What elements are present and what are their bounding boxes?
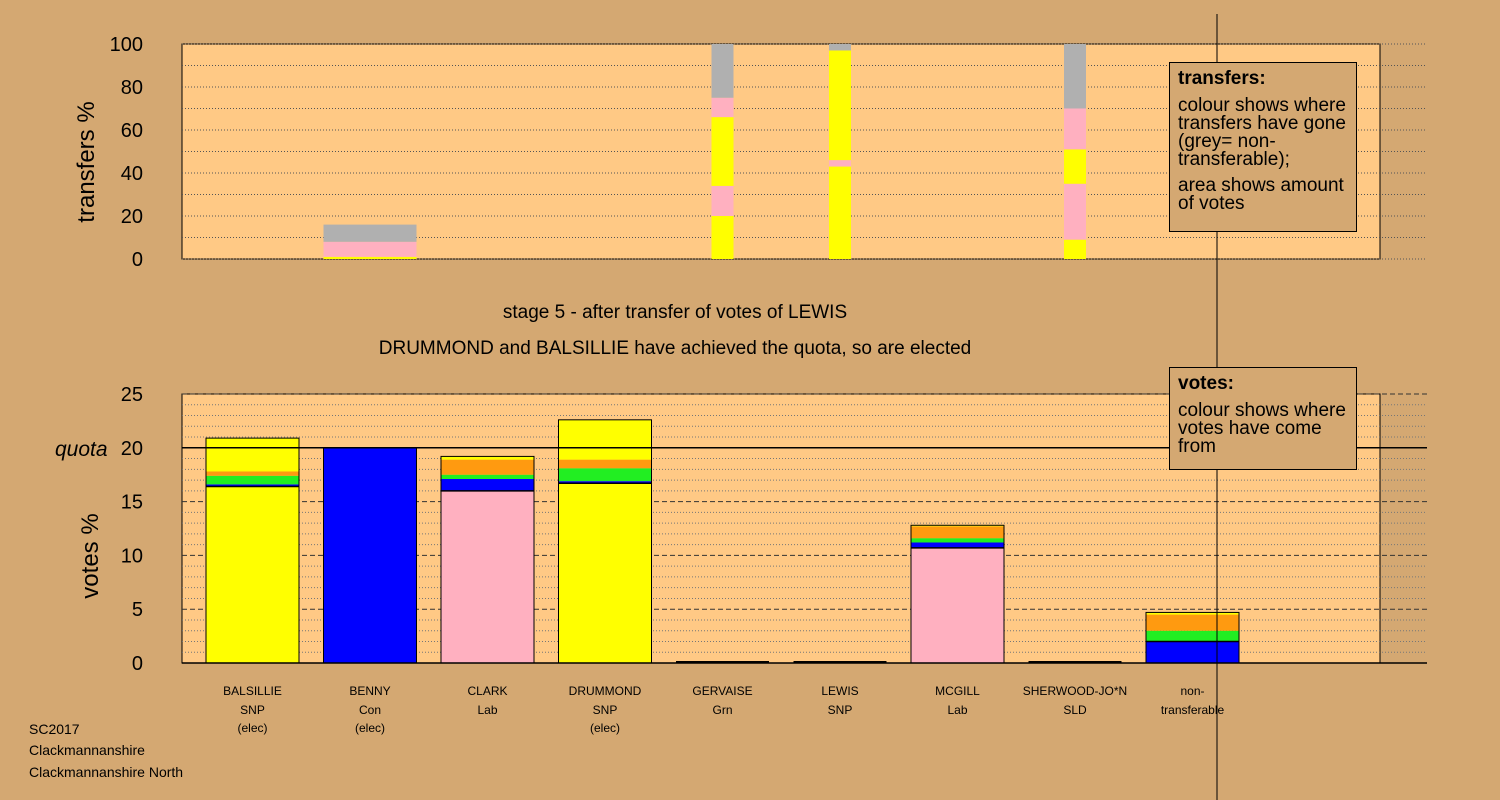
transfer-bar-segment-lab [829, 160, 851, 167]
transfer-bar-segment-lab [711, 185, 734, 216]
candidate-party-label: Lab [947, 703, 967, 717]
footer-ward: Clackmannanshire North [29, 764, 184, 780]
vote-bar-segment-grn [1146, 630, 1239, 642]
vote-bar-segment-snp [206, 438, 299, 472]
candidate-status-label: (elec) [590, 721, 620, 735]
candidate-name-label: BALSILLIE [223, 684, 282, 698]
transfer-bar-segment-lab [323, 241, 417, 257]
votes-tick-label: 5 [132, 599, 143, 621]
transfers-tick-label: 100 [110, 34, 143, 56]
vote-bar-segment-con [558, 481, 652, 484]
vote-bar-segment-sld [1146, 614, 1239, 631]
candidate-party-label: transferable [1161, 703, 1225, 717]
vote-bar-segment-con [441, 479, 534, 491]
transfer-bar-segment-snp [711, 216, 734, 259]
transfer-bar-segment-snp [829, 50, 851, 161]
vote-bar-segment-snp [441, 456, 534, 460]
candidate-party-label: SNP [593, 703, 618, 717]
transfer-bar-segment-snp [1064, 239, 1086, 259]
candidate-party-label: SNP [240, 703, 265, 717]
transfers-legend-line1: colour shows where transfers have gone (… [1178, 95, 1346, 170]
vote-bar-segment-grn [441, 474, 534, 480]
candidate-party-label: Con [359, 703, 381, 717]
candidate-name-label: CLARK [467, 684, 507, 698]
quota-label: quota [55, 438, 108, 461]
candidate-party-label: SNP [828, 703, 853, 717]
vote-bar-segment-con [323, 447, 417, 663]
transfer-bar-segment-lab [711, 97, 734, 118]
transfers-legend-line2: area shows amount of votes [1178, 175, 1344, 214]
candidate-party-label: Lab [477, 703, 497, 717]
candidate-party-label: SLD [1063, 703, 1087, 717]
footer-election: SC2017 [29, 721, 80, 737]
transfers-tick-label: 0 [132, 249, 143, 271]
vote-bar-segment-snp [558, 419, 652, 460]
vote-bar-segment-grn [558, 468, 652, 482]
candidate-name-label: SHERWOOD-JO*N [1023, 684, 1127, 698]
vote-bar-segment-sld [558, 459, 652, 469]
transfers-tick-label: 60 [121, 120, 143, 142]
transfer-bar-segment-snp [829, 166, 851, 259]
transfers-legend-box: transfers: colour shows where transfers … [1169, 62, 1357, 232]
footer-council: Clackmannanshire [29, 742, 145, 758]
vote-bar-segment-grn [911, 538, 1004, 543]
transfers-legend-title: transfers: [1178, 68, 1266, 89]
transfer-bar-segment-snp [323, 256, 417, 259]
candidate-status-label: (elec) [355, 721, 385, 735]
votes-legend-line1: colour shows where votes have come from [1178, 400, 1346, 457]
vote-bar-segment-lab [911, 547, 1004, 663]
elected-note: DRUMMOND and BALSILLIE have achieved the… [379, 338, 972, 359]
candidate-name-label: MCGILL [935, 684, 980, 698]
vote-bar-segment-con [911, 542, 1004, 548]
transfer-bar-segment-lab [1064, 108, 1086, 150]
transfer-bar-segment-nontransferable [711, 44, 734, 98]
transfer-bar-segment-snp [1064, 149, 1086, 184]
candidate-name-label: DRUMMOND [569, 684, 642, 698]
vote-bar-segment-con [206, 484, 299, 487]
votes-tick-label: 10 [121, 545, 143, 567]
vote-bar-segment-grn [206, 475, 299, 485]
candidate-status-label: (elec) [237, 721, 267, 735]
votes-tick-label: 0 [132, 653, 143, 675]
transfers-tick-label: 20 [121, 206, 143, 228]
transfers-axis-title: transfers % [73, 101, 100, 222]
transfer-bar-segment-nontransferable [829, 44, 851, 51]
votes-tick-label: 15 [121, 492, 143, 514]
votes-legend-title: votes: [1178, 373, 1234, 394]
transfer-bar-segment-nontransferable [323, 224, 417, 242]
votes-axis-title: votes % [77, 513, 104, 598]
candidate-name-label: non- [1180, 684, 1204, 698]
candidate-name-label: BENNY [349, 684, 390, 698]
vote-bar-segment-sld [206, 471, 299, 476]
vote-bar-segment-sld [441, 459, 534, 475]
transfer-bar-segment-nontransferable [1064, 44, 1086, 109]
vote-bar-segment-snp [206, 486, 299, 663]
candidate-name-label: GERVAISE [692, 684, 752, 698]
vote-bar-segment-con [1146, 641, 1239, 663]
votes-tick-label: 20 [121, 438, 143, 460]
candidate-name-label: LEWIS [821, 684, 858, 698]
votes-tick-label: 25 [121, 384, 143, 406]
vote-bar-segment-snp [558, 483, 652, 663]
votes-legend-box: votes: colour shows where votes have com… [1169, 367, 1357, 470]
candidate-party-label: Grn [712, 703, 732, 717]
transfer-bar-segment-snp [711, 117, 734, 186]
vote-bar-segment-lab [441, 490, 534, 663]
transfers-tick-label: 40 [121, 163, 143, 185]
vote-bar-segment-snp [1146, 612, 1239, 615]
transfers-tick-label: 80 [121, 77, 143, 99]
transfer-bar-segment-lab [1064, 183, 1086, 240]
vote-bar-segment-snp [911, 525, 1004, 527]
vote-bar-segment-sld [911, 526, 1004, 539]
stage-title: stage 5 - after transfer of votes of LEW… [503, 302, 847, 323]
